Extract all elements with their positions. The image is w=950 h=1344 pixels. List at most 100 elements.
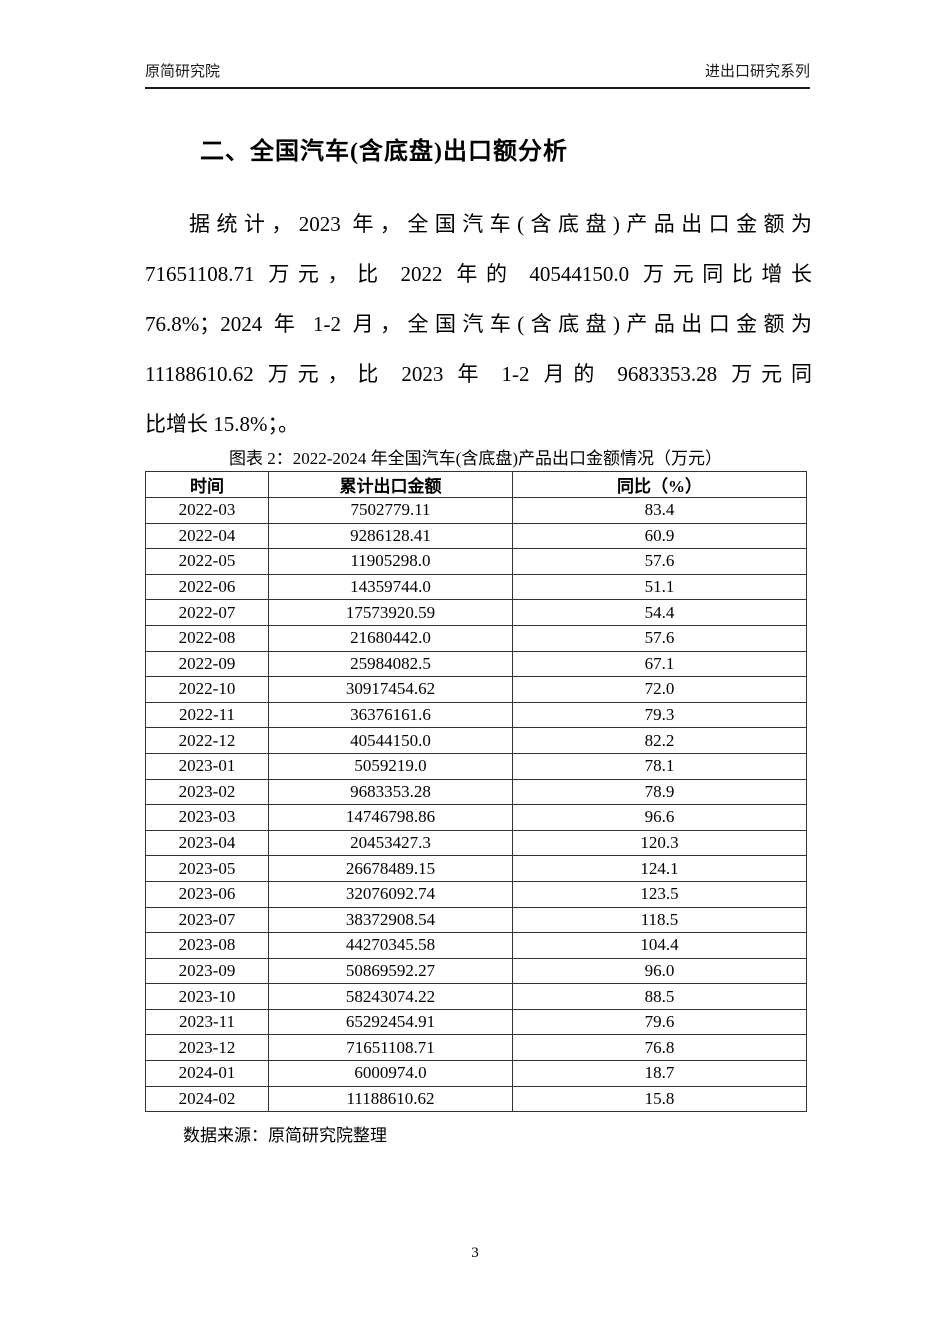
table-row: 2023-03 14746798.86 96.6 (145, 804, 807, 831)
export-amount-table: 时间 累计出口金额 同比（%） 2022-03 7502779.11 83.4 … (145, 471, 807, 1113)
page-number: 3 (471, 1245, 479, 1261)
table-row: 2022-03 7502779.11 83.4 (145, 497, 807, 524)
cell-amount: 9286128.41 (268, 522, 513, 550)
table-row: 2022-12 40544150.0 82.2 (145, 727, 807, 754)
table-row: 2022-05 11905298.0 57.6 (145, 548, 807, 575)
cell-yoy: 82.2 (512, 727, 807, 754)
cell-amount: 14359744.0 (268, 573, 513, 601)
body-paragraph: 据统计，2023 年，全国汽车(含底盘)产品出口金额为 71651108.71 万… (145, 199, 812, 449)
paragraph-line: 据统计，2023 年，全国汽车(含底盘)产品出口金额为 (189, 212, 812, 236)
table-caption: 图表 2：2022-2024 年全国汽车(含底盘)产品出口金额情况（万元） (229, 449, 722, 468)
cell-time: 2022-12 (145, 727, 269, 754)
table-row: 2022-07 17573920.59 54.4 (145, 599, 807, 626)
cell-yoy: 124.1 (512, 855, 807, 882)
cell-time: 2023-02 (145, 778, 269, 806)
table-row: 2022-09 25984082.5 67.1 (145, 650, 807, 678)
cell-time: 2023-11 (145, 1008, 269, 1036)
cell-amount: 25984082.5 (268, 650, 513, 678)
cell-amount: 7502779.11 (268, 497, 513, 524)
cell-yoy: 123.5 (512, 880, 807, 908)
cell-amount: 20453427.3 (268, 829, 513, 857)
cell-yoy: 96.0 (512, 957, 807, 985)
cell-amount: 38372908.54 (268, 906, 513, 934)
paragraph-line: 76.8%；2024 年 1-2 月，全国汽车(含底盘)产品出口金额为 (145, 312, 812, 336)
cell-amount: 11905298.0 (268, 548, 513, 575)
cell-yoy: 57.6 (512, 548, 807, 575)
column-header-time: 时间 (145, 471, 269, 498)
table-row: 2023-07 38372908.54 118.5 (145, 906, 807, 934)
cell-yoy: 51.1 (512, 573, 807, 601)
cell-time: 2023-06 (145, 880, 269, 908)
table-row: 2023-11 65292454.91 79.6 (145, 1008, 807, 1036)
table-row: 2022-04 9286128.41 60.9 (145, 522, 807, 550)
cell-yoy: 88.5 (512, 983, 807, 1010)
cell-amount: 9683353.28 (268, 778, 513, 806)
cell-yoy: 76.8 (512, 1034, 807, 1062)
cell-time: 2023-12 (145, 1034, 269, 1062)
cell-time: 2023-05 (145, 855, 269, 882)
cell-amount: 50869592.27 (268, 957, 513, 985)
cell-time: 2023-04 (145, 829, 269, 857)
table-row: 2023-04 20453427.3 120.3 (145, 829, 807, 857)
cell-amount: 21680442.0 (268, 624, 513, 652)
cell-yoy: 79.6 (512, 1008, 807, 1036)
cell-time: 2022-11 (145, 701, 269, 729)
paragraph-line: 71651108.71 万元，比 2022 年的 40544150.0 万元同比… (145, 262, 812, 286)
cell-time: 2022-06 (145, 573, 269, 601)
cell-time: 2024-01 (145, 1060, 269, 1087)
cell-time: 2022-09 (145, 650, 269, 678)
column-header-amount: 累计出口金额 (268, 471, 513, 498)
cell-amount: 26678489.15 (268, 855, 513, 882)
data-source-note: 数据来源：原简研究院整理 (183, 1126, 387, 1145)
cell-amount: 71651108.71 (268, 1034, 513, 1062)
cell-time: 2022-03 (145, 497, 269, 524)
cell-yoy: 18.7 (512, 1060, 807, 1087)
cell-amount: 65292454.91 (268, 1008, 513, 1036)
header-right-label: 进出口研究系列 (704, 63, 810, 80)
table-row: 2022-10 30917454.62 72.0 (145, 676, 807, 703)
table-row: 2023-01 5059219.0 78.1 (145, 752, 807, 780)
cell-amount: 30917454.62 (268, 676, 513, 703)
cell-yoy: 78.9 (512, 778, 807, 806)
cell-time: 2023-10 (145, 983, 269, 1010)
table-row: 2023-08 44270345.58 104.4 (145, 932, 807, 959)
cell-time: 2023-08 (145, 932, 269, 959)
table-header-row: 时间 累计出口金额 同比（%） (145, 471, 807, 498)
cell-time: 2023-07 (145, 906, 269, 934)
cell-amount: 58243074.22 (268, 983, 513, 1010)
column-header-yoy: 同比（%） (512, 471, 807, 498)
table-row: 2022-11 36376161.6 79.3 (145, 701, 807, 729)
table-row: 2022-08 21680442.0 57.6 (145, 624, 807, 652)
cell-amount: 44270345.58 (268, 932, 513, 959)
table-body: 2022-03 7502779.11 83.4 2022-04 9286128.… (145, 497, 807, 1113)
cell-amount: 11188610.62 (268, 1085, 513, 1113)
section-title: 二、全国汽车(含底盘)出口额分析 (200, 139, 568, 165)
cell-yoy: 79.3 (512, 701, 807, 729)
cell-amount: 32076092.74 (268, 880, 513, 908)
cell-yoy: 120.3 (512, 829, 807, 857)
cell-time: 2022-10 (145, 676, 269, 703)
table-row: 2023-10 58243074.22 88.5 (145, 983, 807, 1010)
header-left-label: 原简研究院 (145, 63, 221, 80)
cell-yoy: 72.0 (512, 676, 807, 703)
cell-time: 2022-08 (145, 624, 269, 652)
table-row: 2023-06 32076092.74 123.5 (145, 880, 807, 908)
cell-time: 2022-04 (145, 522, 269, 550)
cell-yoy: 54.4 (512, 599, 807, 626)
table-row: 2023-05 26678489.15 124.1 (145, 855, 807, 882)
cell-yoy: 67.1 (512, 650, 807, 678)
cell-yoy: 57.6 (512, 624, 807, 652)
table-row: 2022-06 14359744.0 51.1 (145, 573, 807, 601)
cell-yoy: 104.4 (512, 932, 807, 959)
cell-time: 2022-05 (145, 548, 269, 575)
page-header: 原简研究院 进出口研究系列 (145, 60, 810, 89)
cell-time: 2023-01 (145, 752, 269, 780)
cell-time: 2022-07 (145, 599, 269, 626)
cell-amount: 14746798.86 (268, 804, 513, 831)
table-row: 2023-09 50869592.27 96.0 (145, 957, 807, 985)
cell-yoy: 83.4 (512, 497, 807, 524)
paragraph-line: 比增长 15.8%；。 (145, 412, 299, 436)
cell-yoy: 96.6 (512, 804, 807, 831)
cell-amount: 6000974.0 (268, 1060, 513, 1087)
